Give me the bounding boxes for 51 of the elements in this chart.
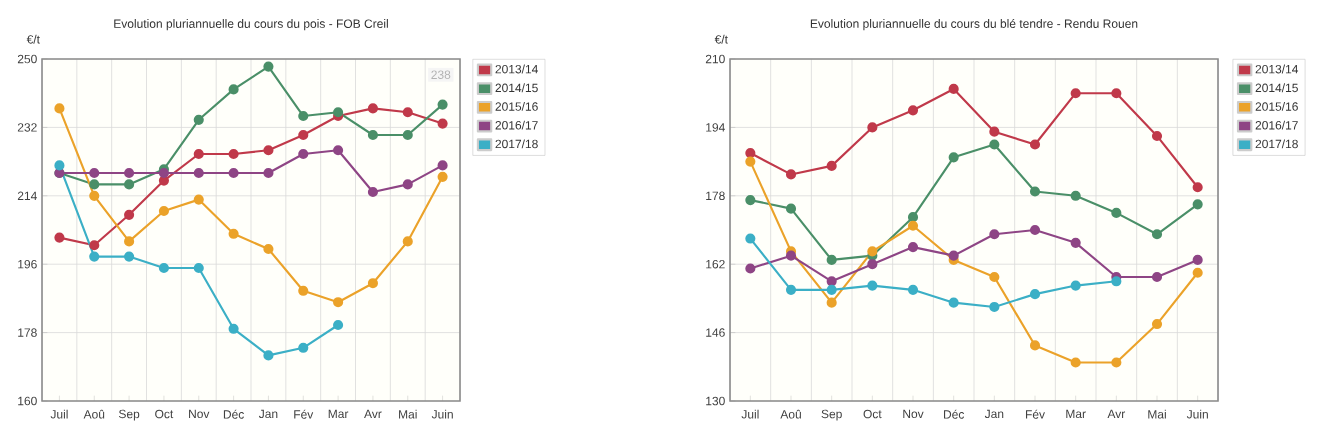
- y-tick-label: 214: [17, 191, 37, 200]
- x-tick-label: Aoû: [780, 409, 801, 419]
- x-tick-label: Fév: [294, 409, 314, 419]
- x-tick-label: Juin: [1186, 409, 1208, 419]
- legend-label: 2016/17: [495, 120, 538, 130]
- x-tick-label: Mar: [1066, 409, 1086, 419]
- y-tick-label: 250: [17, 54, 37, 64]
- x-tick-label: Jan: [258, 409, 278, 419]
- annotation: 238: [431, 70, 451, 79]
- x-tick-label: Sep: [821, 409, 842, 421]
- x-tick-label: Fév: [1025, 409, 1045, 419]
- x-tick-label: Déc: [943, 409, 965, 419]
- y-tick-label: 160: [18, 396, 37, 406]
- x-tick-label: Oct: [155, 409, 174, 419]
- x-tick-label: Oct: [863, 409, 882, 419]
- y-tick-label: 130: [706, 396, 725, 406]
- y-axis-title: €/t: [26, 34, 40, 44]
- x-tick-label: Avr: [1107, 409, 1126, 418]
- legend-label: 2017/18: [495, 139, 538, 149]
- y-tick-label: 178: [706, 191, 725, 201]
- x-tick-label: Mai: [1148, 409, 1166, 419]
- x-tick-label: Nov: [189, 409, 210, 419]
- y-axis-title: €/t: [714, 34, 728, 44]
- y-tick-label: 196: [18, 259, 37, 269]
- y-tick-label: 146: [706, 328, 725, 337]
- legend-label: 2016/17: [1255, 120, 1298, 130]
- x-tick-label: Aoû: [83, 409, 105, 419]
- chart-title: Evolution pluriannuelle du cours du blé tendre - Rendu Rouen: [810, 18, 1138, 31]
- x-tick-label: Déc: [223, 409, 244, 419]
- y-tick-label: 194: [706, 123, 725, 132]
- legend-label: 2014/15: [495, 83, 538, 93]
- x-tick-label: Mar: [328, 409, 349, 419]
- x-tick-label: Sep: [118, 409, 140, 421]
- chart-title: Evolution pluriannuelle du cours du pois - FOB Creil: [114, 19, 388, 31]
- x-tick-label: Jan: [984, 409, 1004, 419]
- x-tick-label: Nov: [903, 409, 924, 419]
- x-tick-label: Juil: [50, 409, 68, 419]
- y-tick-label: 178: [18, 328, 37, 337]
- x-tick-label: Juil: [741, 409, 759, 419]
- legend-label: 2013/14: [1255, 64, 1299, 74]
- legend-label: 2017/18: [1255, 139, 1298, 149]
- x-tick-label: Mai: [399, 409, 417, 419]
- y-tick-label: 210: [705, 54, 725, 64]
- x-tick-label: Juin: [431, 409, 453, 419]
- legend-label: 2014/15: [1255, 83, 1298, 93]
- x-tick-label: Avr: [364, 409, 382, 418]
- legend-label: 2015/16: [1255, 102, 1298, 111]
- legend-label: 2015/16: [495, 102, 538, 111]
- y-tick-label: 162: [706, 259, 725, 269]
- legend-label: 2013/14: [495, 64, 538, 74]
- y-tick-label: 232: [17, 123, 37, 132]
